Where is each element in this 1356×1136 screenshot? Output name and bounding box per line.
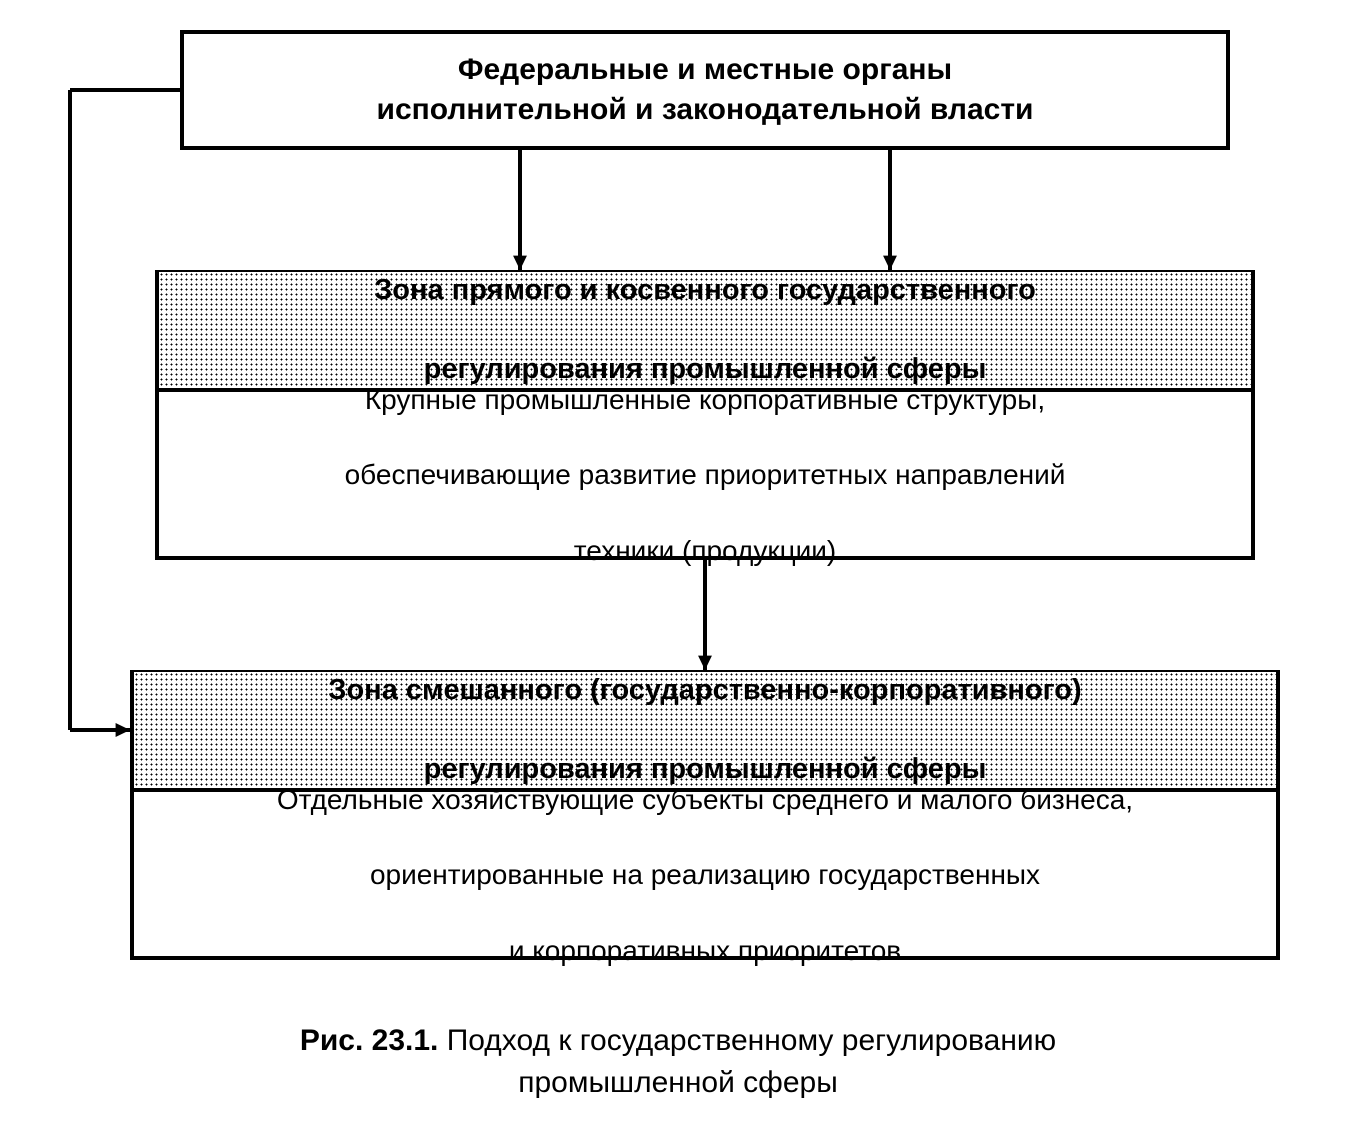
box2-body-line1: Крупные промышленные корпоративные струк… <box>183 381 1227 419</box>
box2-body-line2: обеспечивающие развитие приоритетных нап… <box>183 456 1227 494</box>
box3-body: Отдельные хозяйствующие субъекты среднег… <box>134 792 1276 958</box>
box1-line2: исполнительной и законодательной власти <box>377 93 1034 126</box>
box3-header-line1: Зона смешанного (государственно-корпорат… <box>158 671 1252 710</box>
box-federal-authorities: Федеральные и местные органы исполнитель… <box>180 30 1230 150</box>
figure-caption: Рис. 23.1. Подход к государственному рег… <box>0 1020 1356 1104</box>
box3-body-line3: и корпоративных приоритетов <box>158 932 1252 970</box>
caption-line1: Подход к государственному регулированию <box>438 1024 1056 1057</box>
caption-line2: промышленной сферы <box>518 1066 838 1099</box>
box1-line1: Федеральные и местные органы <box>458 53 952 86</box>
box2-body: Крупные промышленные корпоративные струк… <box>159 392 1251 558</box>
box3-body-line2: ориентированные на реализацию государств… <box>158 856 1252 894</box>
box-direct-indirect-zone: Зона прямого и косвенного государственно… <box>155 270 1255 560</box>
box2-header: Зона прямого и косвенного государственно… <box>159 272 1251 392</box>
box2-header-line1: Зона прямого и косвенного государственно… <box>183 271 1227 310</box>
diagram-root: Федеральные и местные органы исполнитель… <box>0 0 1356 1136</box>
box-mixed-regulation-zone: Зона смешанного (государственно-корпорат… <box>130 670 1280 960</box>
box3-header: Зона смешанного (государственно-корпорат… <box>134 672 1276 792</box>
box3-body-line1: Отдельные хозяйствующие субъекты среднег… <box>158 781 1252 819</box>
box1-title: Федеральные и местные органы исполнитель… <box>184 34 1226 147</box>
caption-label: Рис. 23.1. <box>300 1024 439 1057</box>
box2-body-line3: техники (продукции) <box>183 532 1227 570</box>
